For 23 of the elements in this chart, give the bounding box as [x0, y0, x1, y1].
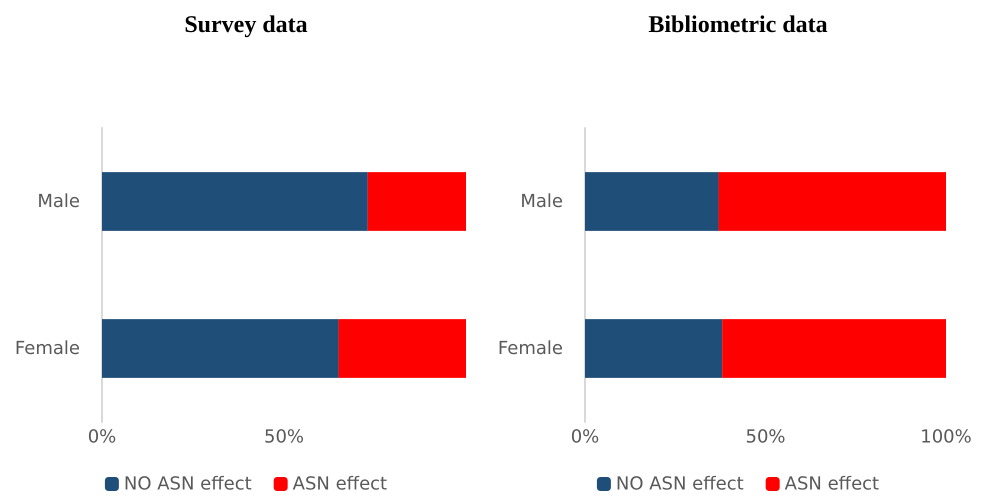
bar: [338, 319, 466, 378]
bar: [585, 172, 719, 231]
bar: [585, 319, 722, 378]
bar: [722, 319, 946, 378]
legend-label: NO ASN effect: [616, 474, 744, 494]
bar: [102, 172, 368, 231]
legend-label: ASN effect: [784, 474, 880, 494]
x-tick-label: 100%: [920, 426, 972, 448]
chart-title: Bibliometric data: [648, 12, 828, 38]
bar: [102, 319, 339, 378]
y-tick-label: Female: [14, 338, 80, 359]
y-tick-label: Male: [37, 191, 80, 212]
x-tick-label: 50%: [264, 426, 304, 448]
y-tick-label: Male: [520, 191, 563, 212]
legend-label: ASN effect: [292, 474, 388, 494]
y-tick-label: Female: [498, 338, 563, 359]
legend-label: NO ASN effect: [124, 474, 252, 494]
bar: [718, 172, 946, 231]
x-tick-label: 50%: [745, 426, 786, 448]
x-tick-label: 0%: [570, 426, 600, 448]
chart-title: Survey data: [184, 12, 308, 38]
x-tick-label: 0%: [88, 426, 116, 448]
bar: [368, 172, 466, 231]
